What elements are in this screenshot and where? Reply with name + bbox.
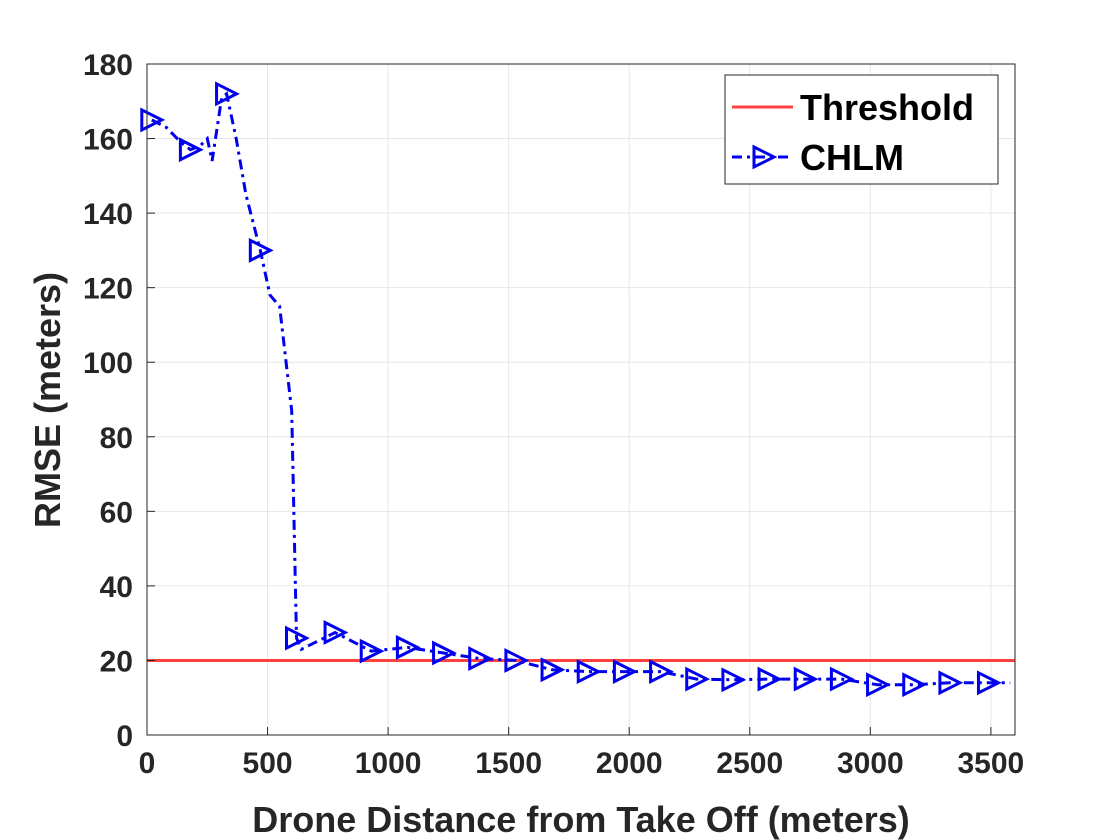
chlm-data-point bbox=[721, 667, 747, 693]
y-tick-label: 180 bbox=[83, 49, 133, 82]
chlm-data-point bbox=[576, 659, 602, 685]
legend: Threshold CHLM bbox=[724, 74, 999, 185]
chlm-series-line bbox=[151, 91, 1011, 687]
chlm-data-point bbox=[432, 640, 457, 666]
x-tick-label: 2500 bbox=[716, 747, 783, 780]
chlm-data-point bbox=[866, 672, 891, 698]
chlm-data-point bbox=[938, 670, 964, 696]
chlm-data-point bbox=[468, 646, 494, 672]
chlm-data-point bbox=[685, 666, 711, 692]
chlm-data-point bbox=[757, 666, 783, 692]
y-tick-label: 40 bbox=[100, 571, 133, 604]
chlm-data-point bbox=[649, 659, 674, 685]
legend-threshold-label: Threshold bbox=[800, 87, 974, 128]
x-tick-label: 1500 bbox=[475, 747, 542, 780]
y-tick-label: 160 bbox=[83, 124, 133, 157]
y-tick-label: 80 bbox=[100, 422, 133, 455]
chlm-data-point bbox=[902, 672, 928, 698]
chlm-data-point bbox=[178, 137, 204, 163]
chlm-data-point bbox=[504, 648, 530, 673]
y-tick-label: 60 bbox=[100, 496, 133, 529]
x-tick-label: 2000 bbox=[596, 747, 663, 780]
x-tick-label: 500 bbox=[243, 747, 293, 780]
chlm-data-point bbox=[395, 634, 421, 660]
chlm-data-point bbox=[140, 107, 166, 133]
chlm-data-point bbox=[829, 666, 855, 692]
chlm-data-point bbox=[215, 81, 240, 107]
x-tick-label: 3000 bbox=[837, 747, 904, 780]
chlm-data-point bbox=[540, 657, 566, 683]
axis-ticks: 0 500 1000 1500 2000 2500 3000 3500 0 20 40 60 80 100… bbox=[83, 49, 1024, 780]
chlm-data-point bbox=[323, 620, 349, 645]
y-tick-label: 0 bbox=[116, 720, 133, 753]
x-tick-label: 0 bbox=[139, 747, 156, 780]
y-tick-label: 120 bbox=[83, 273, 133, 306]
chlm-data-point bbox=[359, 638, 385, 664]
x-axis-label: Drone Distance from Take Off (meters) bbox=[252, 799, 910, 840]
chlm-data-point bbox=[612, 659, 638, 685]
y-tick-label: 140 bbox=[83, 198, 133, 231]
y-axis-label: RMSE (meters) bbox=[27, 272, 68, 528]
y-tick-label: 20 bbox=[100, 645, 133, 678]
legend-chlm-label: CHLM bbox=[800, 137, 904, 178]
chlm-data-point bbox=[248, 237, 274, 263]
chlm-data-point bbox=[976, 670, 1002, 696]
x-tick-label: 1000 bbox=[355, 747, 422, 780]
chlm-data-point bbox=[284, 625, 310, 651]
plot-frame bbox=[146, 63, 1016, 736]
chlm-data-point bbox=[793, 666, 819, 692]
x-tick-label: 3500 bbox=[958, 747, 1025, 780]
legend-box bbox=[724, 74, 999, 185]
legend-chlm-marker bbox=[752, 144, 778, 170]
y-tick-label: 100 bbox=[83, 347, 133, 380]
series-layer bbox=[140, 81, 1015, 698]
